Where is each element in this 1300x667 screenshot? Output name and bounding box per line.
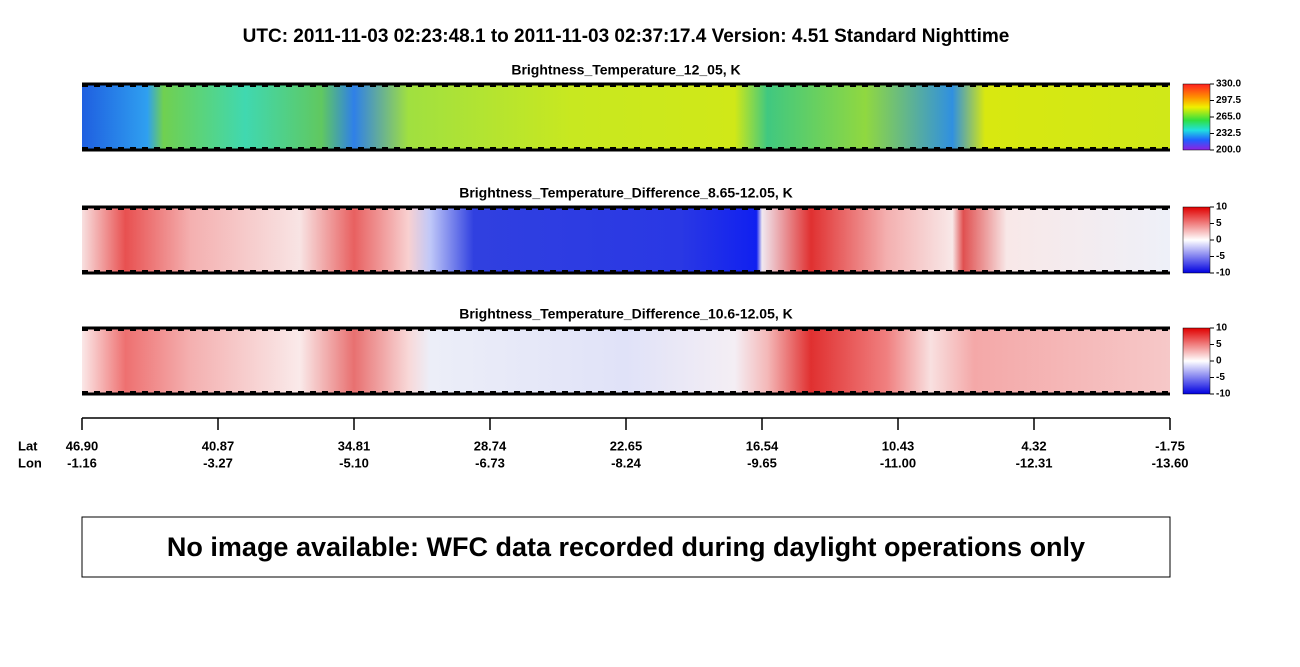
colorbar-tick-label: -10 [1216,268,1231,279]
colorbar-tick-label: 5 [1216,339,1222,350]
colorbar-tick-label: 10 [1216,202,1228,213]
colorbar-tick-label: 5 [1216,218,1222,229]
colorbar-tick-label: 297.5 [1216,95,1241,106]
colorbar-tick-label: -5 [1216,372,1225,383]
lat-tick-label: 22.65 [610,438,643,453]
colorbar-tick-label: 0 [1216,356,1222,367]
panel-title: Brightness_Temperature_12_05, K [511,62,740,78]
colorbar-tick-label: 200.0 [1216,145,1241,156]
message: No image available: WFC data recorded du… [167,532,1085,562]
colorbar-tick-label: -10 [1216,389,1231,400]
lat-tick-label: 40.87 [202,438,235,453]
message-box [81,516,1171,578]
colorbar [1182,83,1211,151]
colorbar-tick-label: 0 [1216,235,1222,246]
panel: Brightness_Temperature_Difference_8.65-1… [82,185,1231,279]
panel-image [82,84,1170,150]
colorbar-tick-label: -5 [1216,251,1225,262]
page-title: UTC: 2011-11-03 02:23:48.1 to 2011-11-03… [243,26,1010,47]
lon-tick-label: -1.16 [67,455,97,470]
lat-tick-label: -1.75 [1155,438,1185,453]
lat-tick-label: 4.32 [1021,438,1046,453]
panels: Brightness_Temperature_12_05, K 330.0 297.… [82,62,1241,400]
panel: Brightness_Temperature_Difference_10.6-1… [82,306,1231,400]
panel: Brightness_Temperature_12_05, K 330.0 297.… [82,62,1241,156]
colorbar-tick-label: 265.0 [1216,112,1241,123]
lat-tick-label: 16.54 [746,438,779,453]
panel-title: Brightness_Temperature_Difference_8.65-1… [459,185,793,201]
lon-tick-label: -12.31 [1016,455,1053,470]
colorbar [1182,206,1211,274]
colorbar-tick-label: 330.0 [1216,79,1241,90]
lon-label: Lon [18,455,42,470]
lat-label: Lat [18,438,38,453]
along-track-axis: Lat Lon 46.90 -1.16 40.87 -3.27 34.81 -5.10 28… [18,417,1189,470]
lon-tick-label: -9.65 [747,455,777,470]
lat-tick-label: 34.81 [338,438,371,453]
lon-tick-label: -3.27 [203,455,233,470]
panel-title: Brightness_Temperature_Difference_10.6-1… [459,306,793,322]
lon-tick-label: -5.10 [339,455,369,470]
lon-tick-label: -8.24 [611,455,641,470]
panel-image [82,207,1170,273]
colorbar-tick-label: 10 [1216,323,1228,334]
colorbar [1182,327,1211,395]
lon-tick-label: -11.00 [880,455,916,470]
lat-tick-label: 10.43 [882,438,915,453]
lat-tick-label: 28.74 [474,438,507,453]
panel-image [82,328,1170,394]
colorbar-tick-label: 232.5 [1216,128,1241,139]
lon-tick-label: -6.73 [475,455,505,470]
lat-tick-label: 46.90 [66,438,99,453]
lon-tick-label: -13.60 [1152,455,1189,470]
